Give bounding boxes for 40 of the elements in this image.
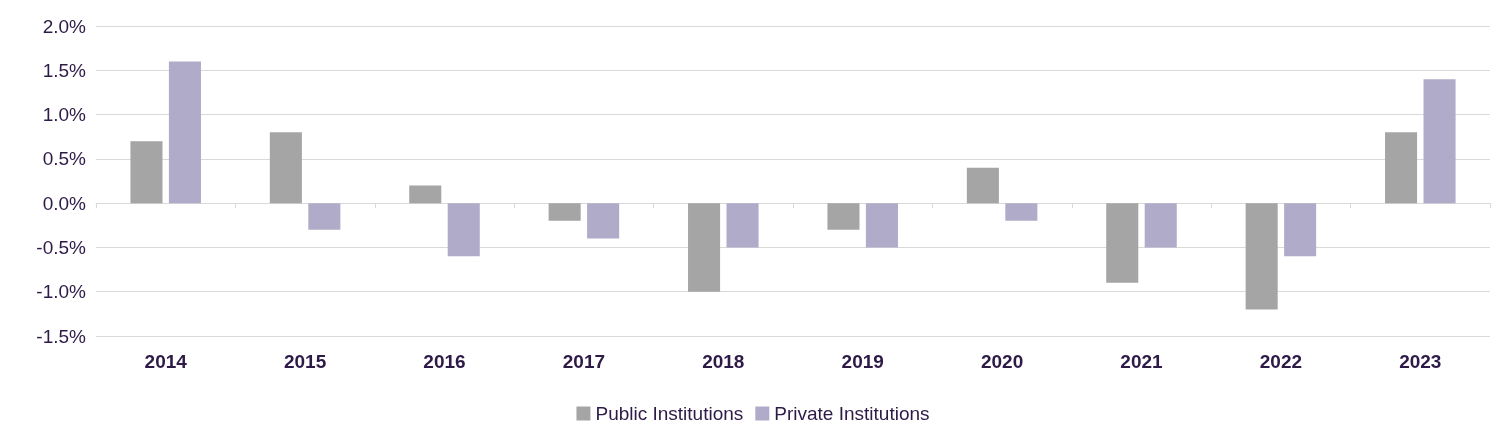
y-tick-label: -1.5% (36, 325, 87, 347)
bar (1284, 203, 1317, 257)
y-tick-label: 0.5% (42, 148, 87, 170)
bar (1005, 203, 1038, 221)
bar (409, 185, 442, 204)
bar (1423, 79, 1456, 204)
x-tick-label: 2020 (980, 351, 1024, 372)
bar (308, 203, 341, 230)
bar (966, 167, 999, 204)
bar (130, 141, 163, 204)
bar (1144, 203, 1177, 248)
x-tick-label: 2019 (841, 351, 884, 372)
bar (587, 203, 620, 239)
bar (688, 203, 721, 292)
y-tick-label: 0.0% (42, 192, 87, 214)
y-tick-label: 1.5% (42, 59, 87, 81)
x-tick-label: 2017 (562, 351, 606, 372)
bar (726, 203, 759, 248)
y-tick-label: -0.5% (36, 236, 87, 258)
bar (548, 203, 581, 221)
bar (865, 203, 898, 248)
x-tick-label: 2015 (283, 351, 327, 372)
legend-label: Public Institutions (595, 403, 744, 424)
x-tick-label: 2022 (1259, 351, 1303, 372)
bar (269, 132, 302, 204)
bar (447, 203, 480, 257)
x-tick-label: 2016 (423, 351, 466, 372)
x-tick-label: 2021 (1120, 351, 1164, 372)
bar (1385, 132, 1418, 204)
y-tick-label: 2.0% (42, 15, 87, 37)
bar (827, 203, 860, 230)
x-tick-label: 2023 (1399, 351, 1442, 372)
legend-label: Private Institutions (774, 403, 930, 424)
bar (1106, 203, 1139, 283)
bar (1245, 203, 1278, 310)
y-tick-label: 1.0% (42, 104, 87, 126)
bar (168, 61, 201, 204)
x-tick-label: 2018 (702, 351, 745, 372)
x-tick-label: 2014 (144, 351, 188, 372)
y-tick-label: -1.0% (36, 281, 87, 303)
